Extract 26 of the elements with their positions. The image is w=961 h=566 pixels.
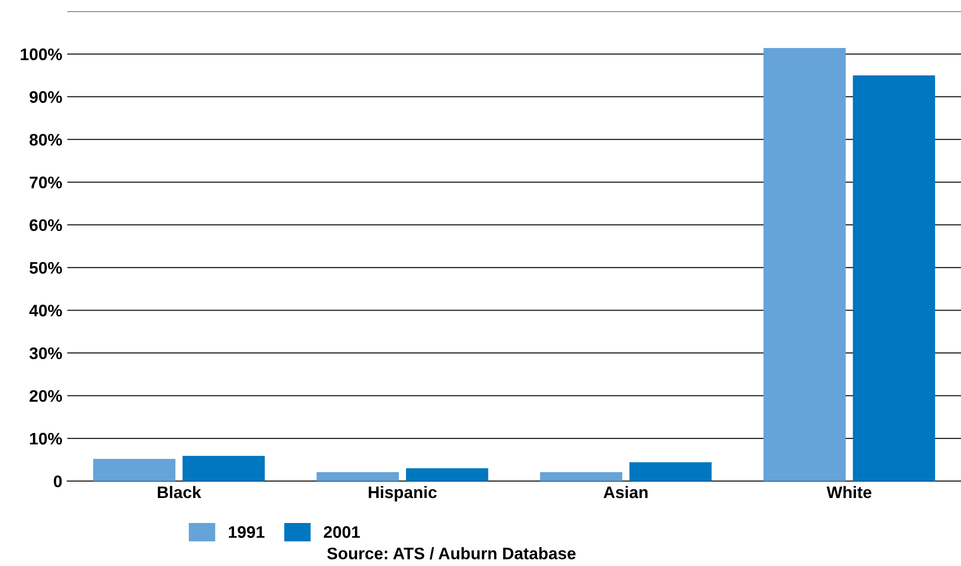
- bar: [316, 472, 399, 482]
- y-tick-label: 100%: [20, 48, 62, 60]
- y-tick-label: 20%: [30, 390, 62, 402]
- legend-label: 2001: [324, 526, 360, 538]
- bar: [852, 75, 936, 482]
- bar: [763, 48, 846, 482]
- y-tick-label: 30%: [29, 347, 62, 360]
- legend-label: 1991: [228, 526, 264, 538]
- x-tick-label: White: [826, 486, 872, 498]
- y-tick-label: 60%: [30, 219, 62, 232]
- source-note: Source: ATS / Auburn Database: [327, 547, 576, 560]
- y-tick-label: 40%: [29, 304, 62, 316]
- x-tick-label: Asian: [604, 486, 648, 498]
- bar: [540, 472, 622, 482]
- y-tick-label: 10%: [30, 432, 62, 445]
- x-tick-label: Black: [158, 486, 202, 498]
- y-tick-label: 90%: [30, 91, 62, 103]
- x-tick-label: Hispanic: [368, 486, 437, 502]
- y-tick-label: 80%: [30, 134, 62, 146]
- bar: [629, 462, 712, 482]
- y-tick-label: 0: [54, 476, 62, 488]
- bar: [182, 456, 265, 482]
- bar: [93, 458, 176, 482]
- y-tick-label: 70%: [30, 176, 62, 188]
- bar: [406, 468, 488, 482]
- y-tick-label: 50%: [30, 262, 62, 274]
